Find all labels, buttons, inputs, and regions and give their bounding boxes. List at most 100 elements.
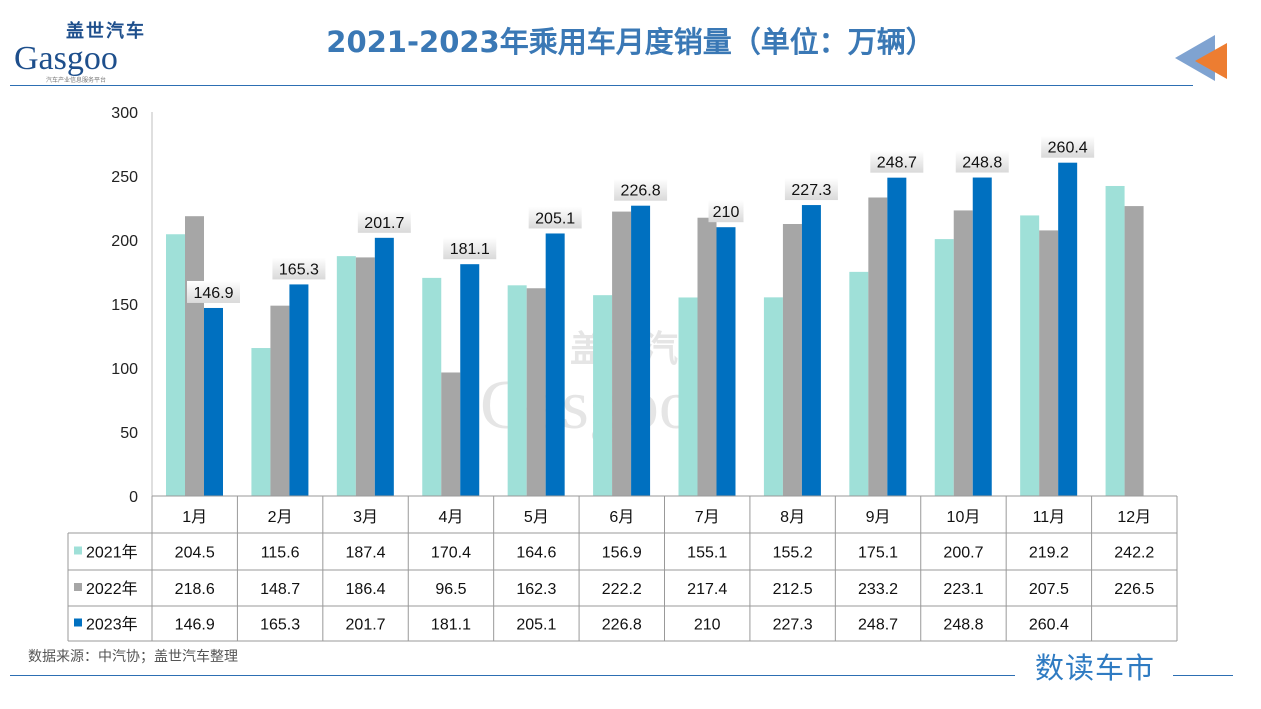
table-cell: 217.4 [687, 581, 727, 598]
y-tick-label: 300 [111, 105, 138, 122]
table-cell: 223.1 [943, 581, 983, 598]
bar-2022年-11月 [1039, 230, 1059, 496]
table-cell: 222.2 [602, 581, 642, 598]
legend-label: 2022年 [86, 580, 138, 598]
divider [10, 675, 1015, 676]
bar-2021年-11月 [1020, 215, 1040, 496]
table-cell: 181.1 [431, 617, 471, 634]
y-tick-label: 150 [111, 297, 138, 314]
bar-2021年-8月 [763, 297, 783, 496]
data-label-box [272, 257, 326, 280]
bar-2023年-10月 [972, 177, 992, 496]
table-cell: 155.2 [773, 545, 813, 562]
table-cell: 207.5 [1029, 581, 1069, 598]
data-label-box [784, 178, 838, 201]
data-label-box [528, 206, 582, 229]
table-cell: 260.4 [1029, 617, 1069, 634]
x-tick-label: 9月 [866, 509, 891, 526]
source-note: 数据来源：中汽协；盖世汽车整理 [28, 649, 238, 665]
legend-label: 2023年 [86, 616, 138, 634]
bar-2023年-11月 [1058, 162, 1078, 497]
y-tick-label: 100 [111, 361, 138, 378]
x-tick-label: 4月 [439, 509, 464, 526]
table-cell: 146.9 [175, 617, 215, 634]
table-cell: 115.6 [261, 545, 300, 562]
data-label: 165.3 [279, 261, 319, 278]
data-label: 201.7 [364, 215, 404, 232]
table-cell: 227.3 [773, 617, 813, 634]
table-cell: 205.1 [516, 617, 556, 634]
x-tick-label: 7月 [695, 509, 720, 526]
y-tick-label: 0 [129, 489, 138, 506]
y-tick-label: 50 [120, 425, 138, 442]
data-label-box [708, 200, 744, 223]
bar-2023年-9月 [887, 177, 907, 496]
bar-2022年-10月 [953, 210, 973, 496]
data-label-box [1041, 135, 1095, 158]
y-tick-label: 200 [111, 233, 138, 250]
bar-2021年-4月 [422, 277, 442, 496]
table-cell: 175.1 [858, 545, 898, 562]
bar-2021年-3月 [336, 256, 356, 496]
logo-en: Gasgoo [14, 40, 118, 77]
x-tick-label: 1月 [182, 509, 207, 526]
arrow-icon [1175, 35, 1227, 81]
data-label: 260.4 [1048, 140, 1088, 157]
bar-2022年-8月 [782, 224, 802, 496]
bar-2023年-7月 [716, 227, 736, 496]
legend-swatch [74, 546, 82, 555]
table-cell: 165.3 [260, 617, 300, 634]
table-cell: 219.2 [1029, 545, 1069, 562]
bar-2021年-10月 [934, 239, 954, 496]
bar-2023年-2月 [289, 284, 309, 496]
x-tick-label: 5月 [524, 509, 549, 526]
bar-2021年-2月 [251, 348, 271, 496]
data-label-box [443, 237, 497, 260]
table-cell: 226.8 [602, 617, 642, 634]
table-cell: 148.7 [260, 581, 300, 598]
bar-2022年-1月 [185, 216, 204, 496]
chart-title: 2021-2023年乘用车月度销量（单位：万辆） [326, 25, 935, 59]
bar-2022年-5月 [526, 288, 546, 496]
data-label: 210 [713, 204, 740, 221]
data-label: 226.8 [621, 183, 661, 200]
bar-2023年-8月 [801, 205, 821, 496]
data-label-box [955, 150, 1009, 173]
legend-label: 2021年 [86, 544, 138, 562]
table-cell: 218.6 [175, 581, 215, 598]
table-cell: 248.8 [943, 617, 983, 634]
x-tick-label: 2月 [268, 509, 293, 526]
divider [10, 85, 1193, 86]
table-cell: 201.7 [346, 617, 386, 634]
bar-2022年-7月 [697, 217, 717, 496]
bar-2023年-5月 [545, 233, 565, 497]
x-tick-label: 8月 [780, 509, 805, 526]
bar-2022年-2月 [270, 305, 290, 496]
table-cell: 242.2 [1114, 545, 1154, 562]
table-cell: 155.1 [687, 545, 727, 562]
bar-2022年-6月 [612, 211, 632, 497]
logo-sub: 汽车产业信息服务平台 [46, 77, 107, 84]
x-tick-label: 11月 [1033, 509, 1066, 526]
table-cell: 212.5 [773, 581, 813, 598]
bar-2023年-6月 [631, 205, 651, 497]
x-tick-label: 10月 [947, 509, 981, 526]
table-cell: 164.6 [516, 545, 556, 562]
table-cell: 200.7 [943, 545, 983, 562]
data-label-box [614, 178, 668, 201]
data-label: 248.8 [962, 155, 1002, 172]
bar-2021年-12月 [1105, 185, 1125, 496]
bar-2022年-9月 [868, 197, 888, 496]
bar-2021年-6月 [593, 295, 613, 496]
table-cell: 156.9 [602, 545, 642, 562]
logo-cn: 盖世汽车 [66, 21, 146, 42]
data-label: 181.1 [450, 241, 490, 258]
x-tick-label: 3月 [353, 509, 378, 526]
data-label-box [870, 150, 924, 173]
table-cell: 233.2 [858, 581, 898, 598]
table-cell: 210 [694, 617, 721, 634]
table-cell: 226.5 [1114, 581, 1154, 598]
bar-2022年-12月 [1124, 206, 1144, 496]
bar-2023年-1月 [204, 307, 223, 496]
